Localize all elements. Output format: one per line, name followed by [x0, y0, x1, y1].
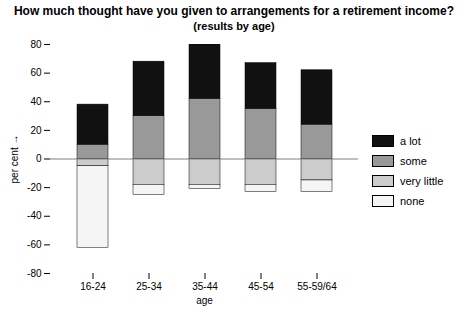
svg-text:80: 80	[30, 39, 42, 50]
html-text:a lot: a lot	[400, 134, 421, 147]
svg-text:age: age	[196, 295, 213, 306]
html-text:some: some	[400, 154, 427, 167]
svg-text:60: 60	[30, 67, 42, 78]
html-text:very little: very little	[400, 174, 444, 187]
svg-text:45-54: 45-54	[248, 281, 274, 292]
svg-text:25-34: 25-34	[136, 281, 162, 292]
svg-text:35-44: 35-44	[192, 281, 218, 292]
svg-text:per cent →: per cent →	[9, 135, 20, 184]
svg-text:55-59/64: 55-59/64	[297, 281, 337, 292]
svg-text:40: 40	[30, 96, 42, 107]
html-text:(results by age): (results by age)	[193, 20, 275, 32]
svg-text:-60: -60	[27, 239, 42, 250]
html-text:How much thought have you give: How much thought have you given to arran…	[14, 4, 454, 18]
svg-text:20: 20	[30, 125, 42, 136]
svg-text:-20: -20	[27, 182, 42, 193]
svg-text:-40: -40	[27, 210, 42, 221]
svg-text:0: 0	[36, 153, 42, 164]
svg-text:16-24: 16-24	[80, 281, 106, 292]
html-text:none: none	[400, 194, 425, 207]
svg-text:-80: -80	[27, 268, 42, 279]
